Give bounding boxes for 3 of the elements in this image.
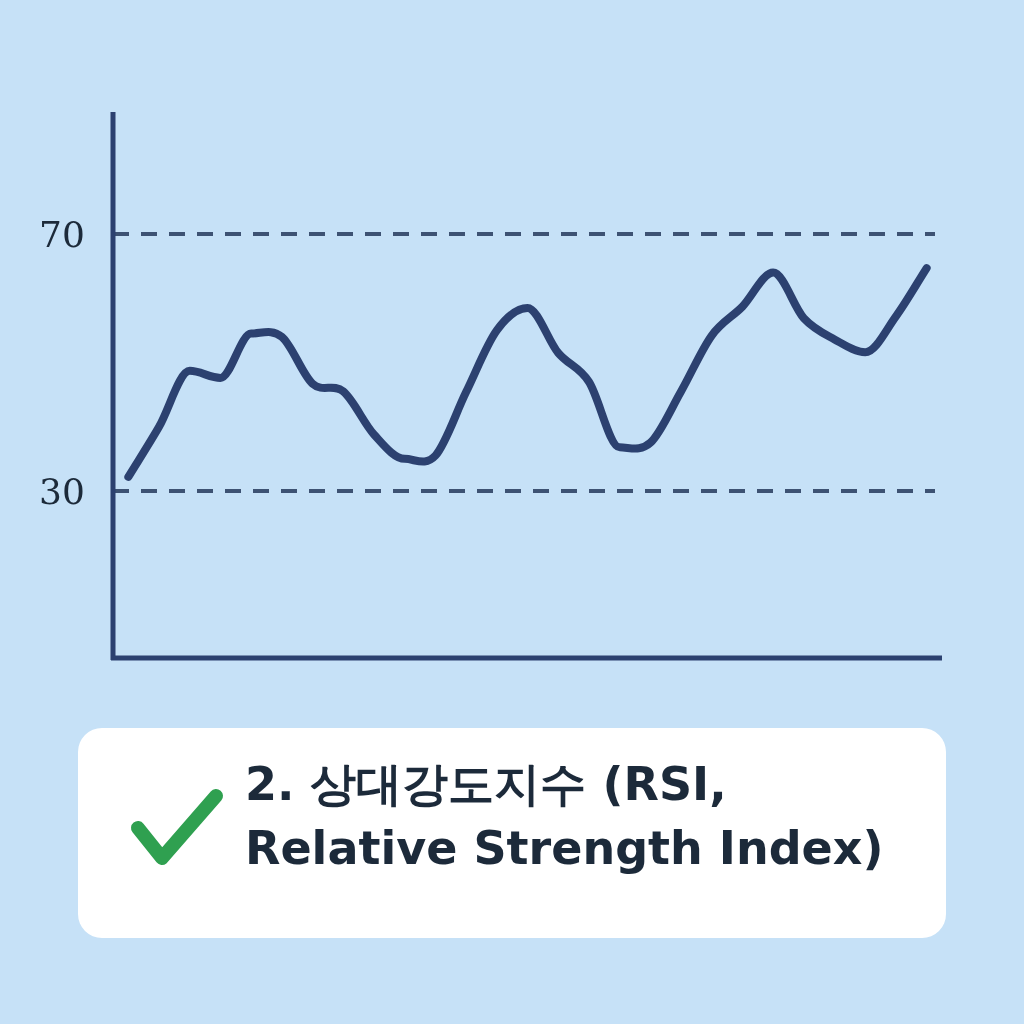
text: 2. 상대강도지수 (RSI, Relative Strength Index): [245, 756, 885, 877]
y-tick-label: 30: [39, 470, 85, 512]
y-tick-label: 70: [39, 214, 85, 256]
